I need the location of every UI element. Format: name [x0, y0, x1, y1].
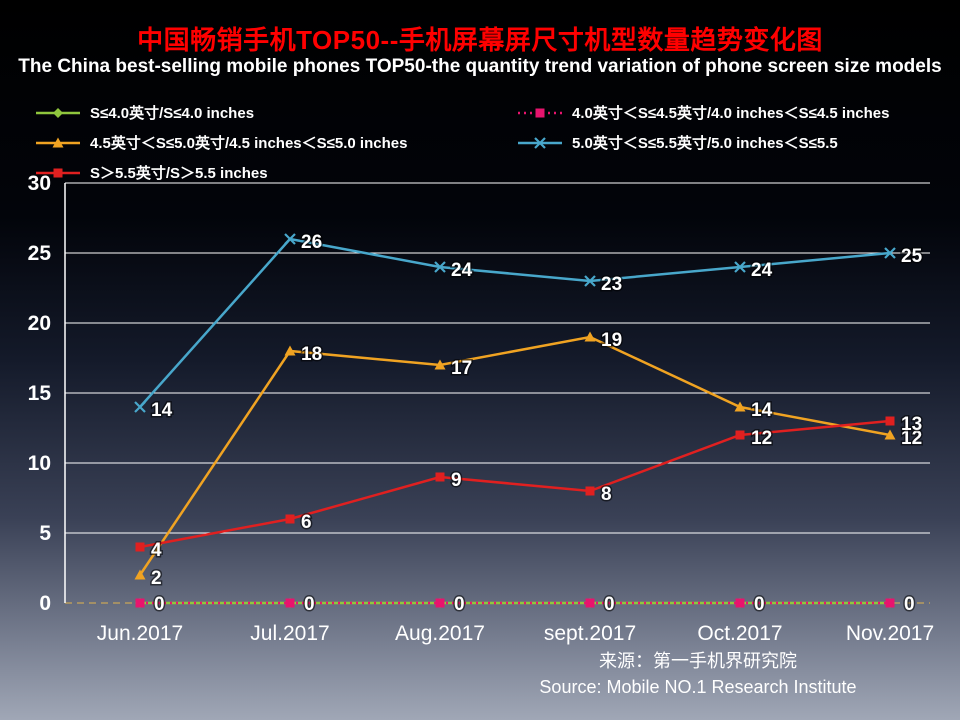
x-tick-label: Oct.2017	[697, 622, 782, 645]
legend-label: 4.5英寸＜S≤5.0英寸/4.5 inches＜S≤5.0 inches	[90, 132, 407, 153]
line-chart: 051015202530Jun.2017Jul.2017Aug.2017sept…	[0, 168, 960, 668]
square-marker	[136, 543, 145, 552]
data-label: 12	[751, 428, 772, 449]
square-marker	[136, 599, 145, 608]
y-tick-label: 5	[39, 522, 51, 545]
series-line	[140, 337, 890, 575]
square-marker	[886, 599, 895, 608]
page-title: 中国畅销手机TOP50--手机屏幕屏尺寸机型数量趋势变化图	[0, 20, 960, 57]
y-tick-label: 0	[39, 592, 51, 615]
x-tick-label: Nov.2017	[846, 622, 934, 645]
data-label: 0	[604, 594, 615, 615]
data-label: 24	[451, 260, 473, 281]
data-label: 23	[601, 274, 622, 295]
y-tick-label: 25	[28, 242, 52, 265]
data-label: 18	[301, 344, 322, 365]
source-line-cn: 来源：第一手机界研究院	[458, 648, 938, 674]
data-label: 17	[451, 358, 472, 379]
legend-item-3: 5.0英寸＜S≤5.5英寸/5.0 inches＜S≤5.5	[517, 132, 935, 153]
data-label: 25	[901, 246, 923, 267]
legend-label: 5.0英寸＜S≤5.5英寸/5.0 inches＜S≤5.5	[572, 132, 838, 153]
y-tick-label: 15	[28, 382, 52, 405]
y-tick-label: 20	[28, 312, 51, 335]
chart-slide: 中国畅销手机TOP50--手机屏幕屏尺寸机型数量趋势变化图 The China …	[0, 0, 960, 720]
data-label: 8	[601, 484, 612, 505]
legend-item-2: 4.5英寸＜S≤5.0英寸/4.5 inches＜S≤5.0 inches	[35, 132, 517, 153]
data-label: 9	[451, 470, 462, 491]
legend-label: 4.0英寸＜S≤4.5英寸/4.0 inches＜S≤4.5 inches	[572, 102, 889, 123]
data-label: 24	[751, 260, 773, 281]
square-marker	[436, 473, 445, 482]
square-marker	[536, 108, 545, 117]
square-marker	[586, 599, 595, 608]
x-tick-label: Jun.2017	[97, 622, 183, 645]
x-tick-label: sept.2017	[544, 622, 636, 645]
data-label: 0	[754, 594, 765, 615]
source-attribution: 来源：第一手机界研究院 Source: Mobile NO.1 Research…	[458, 648, 938, 700]
square-marker	[886, 417, 895, 426]
source-line-en: Source: Mobile NO.1 Research Institute	[458, 674, 938, 700]
x-legend-marker-icon	[517, 136, 563, 150]
legend-label: S≤4.0英寸/S≤4.0 inches	[90, 102, 254, 123]
data-label: 26	[301, 232, 322, 253]
data-label: 14	[151, 400, 173, 421]
triangle-legend-marker-icon	[35, 136, 81, 150]
page-subtitle: The China best-selling mobile phones TOP…	[0, 56, 960, 78]
x-tick-label: Jul.2017	[250, 622, 329, 645]
series-line	[140, 421, 890, 547]
square-marker	[736, 599, 745, 608]
square-marker	[586, 487, 595, 496]
square-marker	[436, 599, 445, 608]
data-label: 0	[454, 594, 465, 615]
x-marker	[135, 402, 145, 412]
data-label: 13	[901, 414, 922, 435]
data-label: 4	[151, 540, 162, 561]
data-label: 14	[751, 400, 773, 421]
square-marker	[736, 431, 745, 440]
data-label: 6	[301, 512, 312, 533]
data-label: 19	[601, 330, 622, 351]
data-label: 0	[904, 594, 915, 615]
square-legend-marker-icon	[517, 106, 563, 120]
x-tick-label: Aug.2017	[395, 622, 485, 645]
legend-item-1: 4.0英寸＜S≤4.5英寸/4.0 inches＜S≤4.5 inches	[517, 102, 935, 123]
legend-item-0: S≤4.0英寸/S≤4.0 inches	[35, 102, 517, 123]
diamond-marker	[53, 108, 63, 118]
data-label: 0	[154, 594, 165, 615]
square-marker	[286, 515, 295, 524]
square-marker	[286, 599, 295, 608]
data-label: 0	[304, 594, 315, 615]
y-tick-label: 30	[28, 172, 51, 195]
y-tick-label: 10	[28, 452, 51, 475]
diamond-legend-marker-icon	[35, 106, 81, 120]
data-label: 2	[151, 568, 162, 589]
